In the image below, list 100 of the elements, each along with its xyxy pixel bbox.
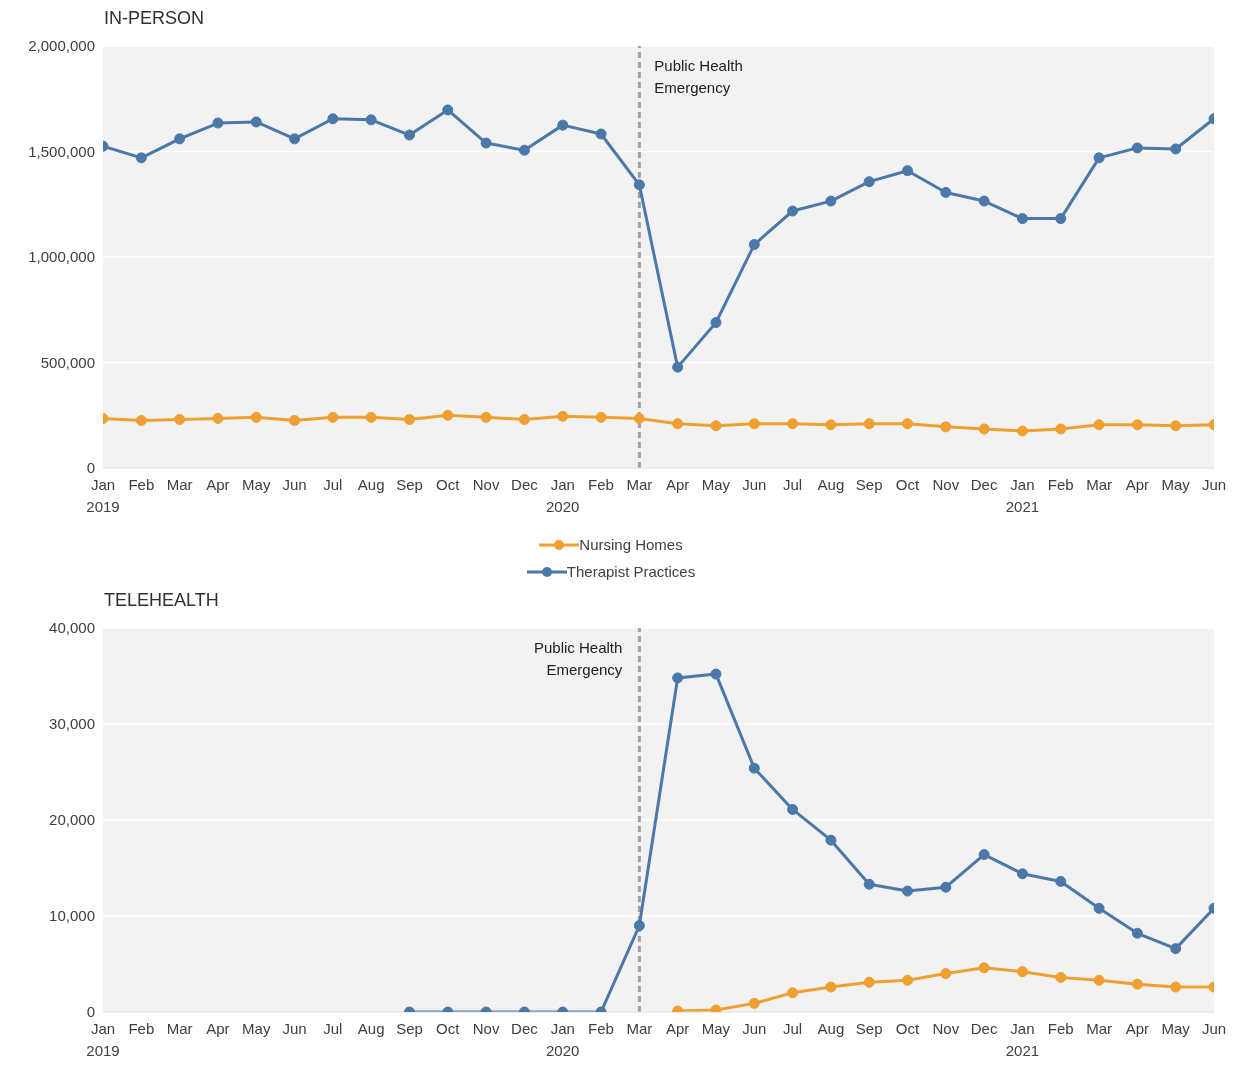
point <box>902 165 914 177</box>
x-tick-label: Dec <box>970 1020 998 1037</box>
x-tick-label: May <box>1161 1020 1191 1037</box>
x-tick-label: Jun <box>282 1020 307 1037</box>
point <box>1016 868 1028 880</box>
x-tick-label: May <box>1161 476 1191 493</box>
point <box>1055 971 1067 983</box>
x-tick-label: Aug <box>357 1020 385 1037</box>
point <box>1131 927 1143 939</box>
point <box>595 411 607 423</box>
x-tick-label: Apr <box>665 1020 690 1037</box>
point <box>787 803 799 815</box>
point <box>748 418 760 430</box>
y-tick-label: 20,000 <box>49 811 95 829</box>
x-tick-label: May <box>242 476 271 493</box>
point <box>978 849 990 861</box>
x-tick-label: Mar <box>166 1020 193 1037</box>
point <box>710 668 722 680</box>
point <box>1131 978 1143 990</box>
point <box>595 128 607 140</box>
point <box>825 195 837 207</box>
point <box>403 129 415 141</box>
x-tick-label: Jan 2021 <box>1005 1020 1040 1059</box>
point <box>863 418 875 430</box>
x-tick-label: Jun <box>742 476 767 493</box>
y-tick-label: 500,000 <box>40 353 95 371</box>
x-tick-label: Apr <box>206 1020 230 1037</box>
point <box>289 133 301 145</box>
point <box>327 411 339 423</box>
point <box>672 418 684 430</box>
point <box>825 419 837 431</box>
x-tick-label: Sep <box>396 1020 423 1037</box>
x-tick-label: Sep <box>396 476 423 493</box>
x-tick-label: Mar <box>166 476 193 493</box>
y-tick-label: 10,000 <box>49 907 95 925</box>
point <box>518 144 530 156</box>
x-tick-label: Nov <box>472 1020 500 1037</box>
point <box>442 409 454 421</box>
point <box>633 412 645 424</box>
y-tick-label: 40,000 <box>49 619 95 637</box>
point <box>978 195 990 207</box>
point <box>825 834 837 846</box>
x-tick-label: Feb <box>128 1020 155 1037</box>
point <box>442 104 454 116</box>
x-tick-label: Mar <box>1086 1020 1112 1037</box>
y-tick-label: 0 <box>86 1003 95 1021</box>
point <box>480 137 492 149</box>
x-tick-label: Jan 2019 <box>86 476 120 515</box>
point <box>1093 902 1105 914</box>
x-tick-label: Dec <box>970 476 998 493</box>
legend-label: Therapist Practices <box>566 563 696 580</box>
point <box>1093 974 1105 986</box>
x-tick-label: Jan 2020 <box>546 476 580 515</box>
chart-title: IN-PERSON <box>104 8 205 30</box>
point <box>902 974 914 986</box>
x-tick-label: Jan 2021 <box>1005 476 1040 515</box>
point <box>403 413 415 425</box>
point <box>1055 423 1067 435</box>
x-tick-label: Mar <box>626 1020 653 1037</box>
x-tick-label: Jul <box>323 476 343 493</box>
x-tick-label: Feb <box>1047 1020 1074 1037</box>
point <box>250 116 262 128</box>
y-tick-label: 1,500,000 <box>28 142 95 160</box>
point <box>710 420 722 432</box>
x-tick-label: Apr <box>1125 476 1150 493</box>
x-tick-label: Aug <box>817 476 845 493</box>
point <box>633 179 645 191</box>
x-tick-label: Apr <box>206 476 230 493</box>
point <box>289 415 301 427</box>
point <box>1055 875 1067 887</box>
x-tick-label: Jul <box>782 476 803 493</box>
point <box>748 762 760 774</box>
x-tick-label: Mar <box>626 476 653 493</box>
x-tick-label: Jun <box>742 1020 767 1037</box>
point <box>557 119 569 131</box>
x-tick-label: Oct <box>895 476 921 493</box>
point <box>1016 425 1028 437</box>
y-tick-label: 30,000 <box>49 715 95 733</box>
point <box>748 997 760 1009</box>
point <box>940 186 952 198</box>
point <box>1093 419 1105 431</box>
x-tick-label: Feb <box>1047 476 1074 493</box>
point <box>480 411 492 423</box>
x-tick-label: Jul <box>782 1020 803 1037</box>
point <box>710 317 722 329</box>
x-tick-label: Jun <box>282 476 307 493</box>
point <box>1170 143 1182 155</box>
point <box>365 114 377 126</box>
point <box>940 968 952 980</box>
x-tick-label: Oct <box>436 1020 461 1037</box>
x-tick-label: Oct <box>436 476 461 493</box>
y-tick-label: 2,000,000 <box>28 37 95 55</box>
point <box>787 987 799 999</box>
point <box>863 878 875 890</box>
x-tick-label: Oct <box>895 1020 921 1037</box>
x-tick-label: Apr <box>665 476 690 493</box>
point <box>518 413 530 425</box>
point <box>135 152 147 164</box>
point <box>1055 213 1067 225</box>
ref-line-label: Public Health Emergency <box>533 639 623 678</box>
